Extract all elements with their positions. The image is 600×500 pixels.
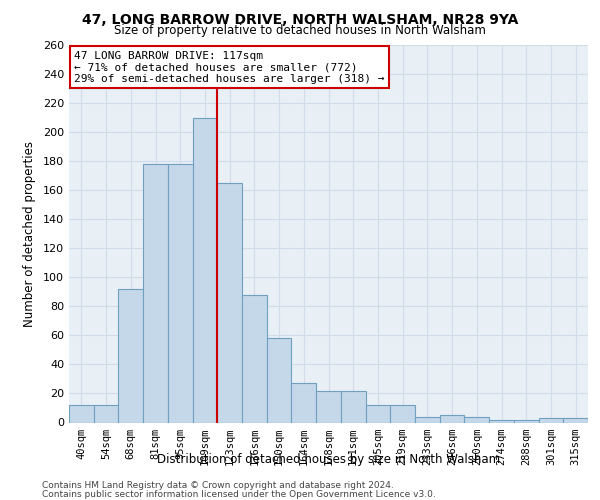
Bar [118,289,143,422]
Text: Contains public sector information licensed under the Open Government Licence v3: Contains public sector information licen… [42,490,436,499]
Text: Distribution of detached houses by size in North Walsham: Distribution of detached houses by size … [157,452,500,466]
Text: Size of property relative to detached houses in North Walsham: Size of property relative to detached ho… [114,24,486,37]
Bar [440,415,464,422]
Bar [341,390,365,422]
Text: 47 LONG BARROW DRIVE: 117sqm
← 71% of detached houses are smaller (772)
29% of s: 47 LONG BARROW DRIVE: 117sqm ← 71% of de… [74,50,385,84]
Bar [69,405,94,422]
Bar [292,384,316,422]
Bar [514,420,539,422]
Y-axis label: Number of detached properties: Number of detached properties [23,141,36,327]
Text: 47, LONG BARROW DRIVE, NORTH WALSHAM, NR28 9YA: 47, LONG BARROW DRIVE, NORTH WALSHAM, NR… [82,12,518,26]
Bar [415,416,440,422]
Bar [267,338,292,422]
Bar [168,164,193,422]
Bar [365,405,390,422]
Bar [242,294,267,422]
Bar [390,405,415,422]
Bar [563,418,588,422]
Bar [489,420,514,422]
Bar [464,416,489,422]
Bar [143,164,168,422]
Text: Contains HM Land Registry data © Crown copyright and database right 2024.: Contains HM Land Registry data © Crown c… [42,481,394,490]
Bar [539,418,563,422]
Bar [316,390,341,422]
Bar [193,118,217,422]
Bar [217,183,242,422]
Bar [94,405,118,422]
